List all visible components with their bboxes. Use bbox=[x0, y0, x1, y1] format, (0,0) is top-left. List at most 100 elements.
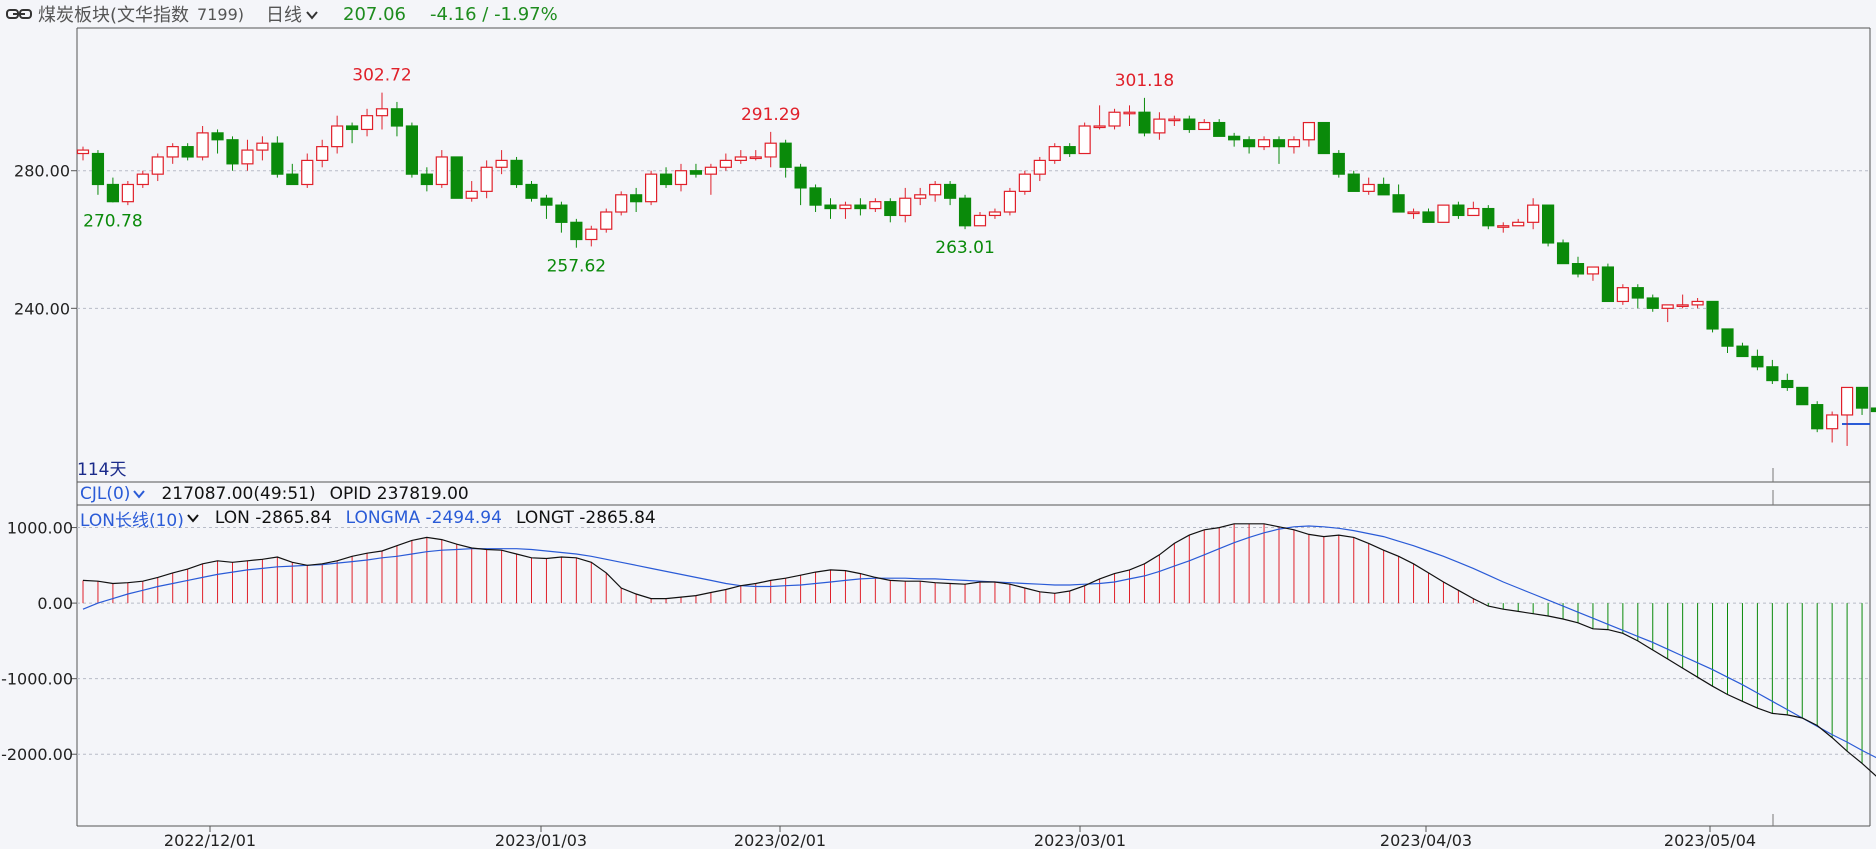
candle[interactable] bbox=[958, 194, 972, 230]
candle[interactable] bbox=[1078, 122, 1091, 155]
candle[interactable] bbox=[1392, 184, 1405, 213]
indicator-lon-selector[interactable]: LON长线(10) bbox=[80, 506, 199, 531]
candle[interactable] bbox=[1228, 132, 1241, 147]
candle[interactable] bbox=[600, 208, 613, 233]
candle[interactable] bbox=[779, 139, 792, 178]
candle[interactable] bbox=[1287, 136, 1301, 154]
candle[interactable] bbox=[914, 187, 927, 206]
candle[interactable] bbox=[301, 153, 314, 188]
candle[interactable] bbox=[540, 194, 553, 219]
candle[interactable] bbox=[271, 136, 284, 178]
candle[interactable] bbox=[1616, 284, 1629, 305]
candle[interactable] bbox=[884, 198, 897, 223]
candle[interactable] bbox=[1153, 112, 1166, 140]
candle[interactable] bbox=[1586, 266, 1600, 281]
candle[interactable] bbox=[824, 198, 837, 219]
candle[interactable] bbox=[734, 150, 747, 164]
candle[interactable] bbox=[181, 143, 194, 161]
candle[interactable] bbox=[1183, 115, 1196, 133]
candle[interactable] bbox=[1003, 187, 1017, 216]
candle[interactable] bbox=[346, 122, 359, 144]
candle[interactable] bbox=[76, 146, 90, 161]
link-icon[interactable] bbox=[6, 7, 32, 21]
indicator-cjl-selector[interactable]: CJL(0) bbox=[80, 484, 146, 504]
candle[interactable] bbox=[1332, 150, 1345, 178]
candle[interactable] bbox=[420, 167, 433, 192]
candle[interactable] bbox=[1347, 170, 1360, 192]
candle[interactable] bbox=[1063, 143, 1076, 157]
candle[interactable] bbox=[555, 201, 568, 233]
candle[interactable] bbox=[943, 181, 957, 206]
candle[interactable] bbox=[1541, 204, 1555, 247]
candle[interactable] bbox=[1437, 204, 1450, 223]
candle[interactable] bbox=[719, 153, 732, 171]
candle[interactable] bbox=[465, 181, 478, 202]
candle[interactable] bbox=[1048, 143, 1061, 164]
candle[interactable] bbox=[1272, 136, 1286, 164]
candle[interactable] bbox=[1482, 205, 1495, 230]
candle[interactable] bbox=[136, 170, 149, 188]
candle[interactable] bbox=[659, 167, 673, 188]
candle[interactable] bbox=[809, 184, 822, 212]
candle[interactable] bbox=[1467, 201, 1480, 217]
candle[interactable] bbox=[390, 101, 404, 137]
candle[interactable] bbox=[151, 153, 164, 182]
candle[interactable] bbox=[1198, 119, 1211, 131]
candle[interactable] bbox=[764, 131, 777, 168]
candle[interactable] bbox=[1242, 136, 1256, 154]
candle[interactable] bbox=[1452, 201, 1465, 219]
candle[interactable] bbox=[121, 181, 134, 206]
candle[interactable] bbox=[1138, 97, 1151, 137]
candle[interactable] bbox=[899, 187, 912, 223]
candle[interactable] bbox=[256, 136, 269, 161]
candle[interactable] bbox=[226, 136, 239, 171]
candle[interactable] bbox=[1870, 398, 1876, 415]
candle[interactable] bbox=[480, 160, 493, 199]
candle[interactable] bbox=[1123, 105, 1136, 126]
candle[interactable] bbox=[1317, 121, 1330, 155]
candle[interactable] bbox=[495, 150, 508, 175]
candle[interactable] bbox=[929, 181, 942, 202]
candle[interactable] bbox=[988, 208, 1002, 219]
candle[interactable] bbox=[704, 163, 718, 195]
candle[interactable] bbox=[1796, 386, 1809, 406]
candle[interactable] bbox=[615, 191, 628, 216]
candle[interactable] bbox=[331, 115, 344, 154]
candle[interactable] bbox=[644, 170, 658, 206]
candle[interactable] bbox=[1497, 222, 1510, 233]
candle[interactable] bbox=[211, 129, 224, 154]
period-selector[interactable]: 日线 bbox=[266, 1, 319, 27]
candle[interactable] bbox=[585, 225, 598, 247]
candle[interactable] bbox=[1840, 386, 1854, 446]
candle[interactable] bbox=[166, 143, 179, 164]
candle[interactable] bbox=[1527, 198, 1540, 230]
candle[interactable] bbox=[196, 126, 209, 161]
candle[interactable] bbox=[1826, 411, 1839, 443]
candle[interactable] bbox=[405, 122, 418, 178]
candle[interactable] bbox=[973, 212, 987, 227]
candle[interactable] bbox=[360, 108, 374, 137]
candle[interactable] bbox=[1093, 105, 1106, 130]
candle[interactable] bbox=[1631, 284, 1644, 309]
candle[interactable] bbox=[1781, 373, 1794, 391]
candle[interactable] bbox=[1257, 136, 1271, 151]
candle[interactable] bbox=[106, 177, 120, 203]
candle[interactable] bbox=[630, 187, 643, 212]
candle[interactable] bbox=[1377, 177, 1390, 196]
candle[interactable] bbox=[1646, 294, 1659, 312]
candle[interactable] bbox=[689, 163, 703, 178]
candle[interactable] bbox=[570, 218, 583, 248]
candle[interactable] bbox=[1661, 304, 1674, 323]
candle[interactable] bbox=[241, 139, 254, 171]
candle[interactable] bbox=[1512, 218, 1525, 227]
candle[interactable] bbox=[1706, 300, 1719, 333]
candle[interactable] bbox=[854, 198, 867, 216]
candle[interactable] bbox=[1691, 298, 1704, 309]
candle[interactable] bbox=[1033, 156, 1046, 182]
candle[interactable] bbox=[1108, 108, 1121, 130]
candle[interactable] bbox=[510, 156, 523, 188]
candle[interactable] bbox=[1811, 401, 1824, 433]
candle[interactable] bbox=[375, 92, 389, 130]
candle[interactable] bbox=[1302, 121, 1316, 147]
